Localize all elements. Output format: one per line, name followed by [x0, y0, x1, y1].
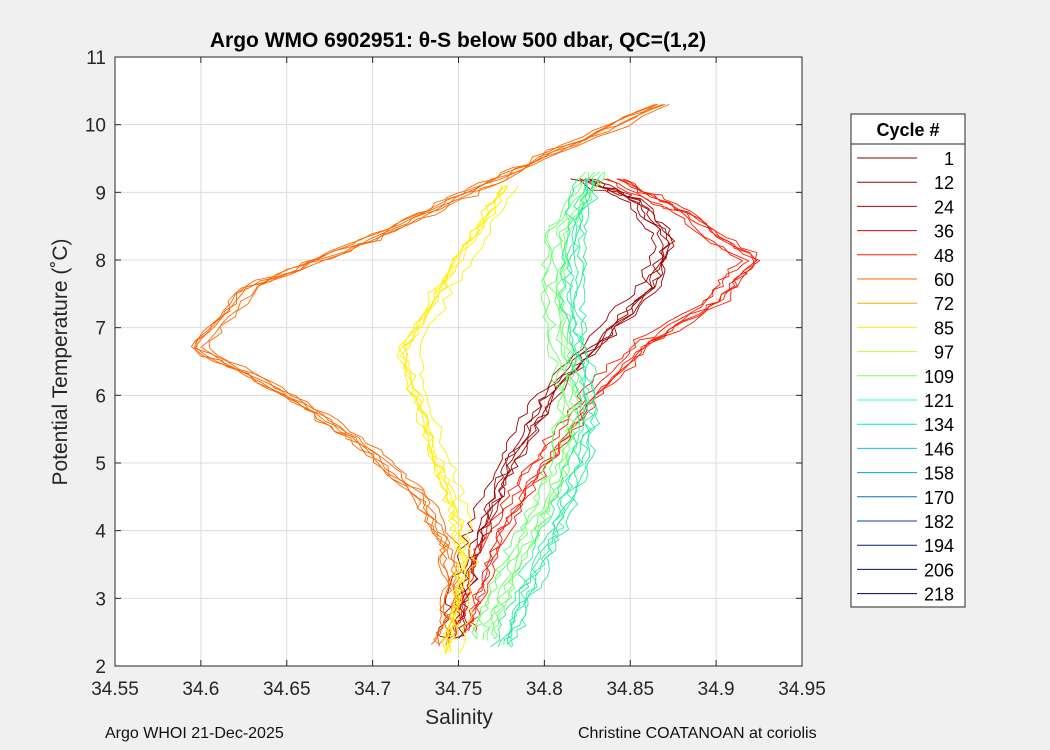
legend-label: 170 — [924, 488, 954, 508]
y-tick-label: 10 — [85, 116, 106, 137]
legend-entry: 182 — [857, 512, 954, 532]
series-layer — [190, 103, 761, 655]
legend-label: 60 — [934, 270, 954, 290]
legend-entry: 60 — [857, 270, 954, 290]
legend-label: 36 — [934, 222, 954, 242]
y-tick-label: 9 — [95, 183, 106, 204]
legend-label: 97 — [934, 343, 954, 363]
legend-entry: 72 — [857, 294, 954, 314]
y-axis-label: Potential Temperature (˚C) — [49, 238, 72, 485]
legend-label: 109 — [924, 367, 954, 387]
series-line — [503, 178, 591, 646]
series-line — [497, 178, 588, 647]
y-tick-label: 5 — [95, 454, 106, 475]
legend-entry: 109 — [857, 367, 954, 387]
legend-entry: 85 — [857, 318, 954, 338]
legend-box — [850, 113, 966, 608]
y-tick-label: 2 — [95, 657, 106, 678]
legend-entry: 36 — [857, 222, 954, 242]
legend-entry: 134 — [857, 415, 954, 435]
x-tick-label: 34.75 — [435, 679, 483, 700]
legend-label: 134 — [924, 415, 954, 435]
legend-entries: 1 12 24 36 48 60 72 85 97 109 121 134 146 158 170 182 19… — [857, 149, 954, 605]
series-line — [493, 171, 605, 640]
series-line — [471, 171, 590, 639]
series-line — [506, 178, 597, 648]
series-line — [454, 178, 671, 638]
legend-label: 146 — [924, 439, 954, 459]
legend-label: 182 — [924, 512, 954, 532]
series-line — [490, 178, 583, 648]
legend-label: 1 — [944, 149, 954, 169]
y-tick-label: 7 — [95, 319, 106, 340]
footer-left: Argo WHOI 21-Dec-2025 — [105, 725, 284, 742]
x-axis-label: Salinity — [425, 706, 493, 729]
legend-label: 85 — [934, 318, 954, 338]
legend-entry: 218 — [857, 585, 954, 605]
series-line — [397, 185, 503, 655]
x-tick-label: 34.95 — [778, 679, 826, 700]
legend-entry: 206 — [857, 560, 954, 580]
chart-title: Argo WMO 6902951: θ-S below 500 dbar, QC… — [210, 29, 706, 52]
series-line — [402, 185, 506, 653]
x-tick-label: 34.9 — [698, 679, 735, 700]
series-line — [208, 103, 670, 647]
series-line — [193, 104, 657, 646]
series-2 — [452, 178, 761, 634]
legend-entry: 158 — [857, 464, 954, 484]
axes: 34.55 34.6 34.65 34.7 34.75 34.8 34.85 34.9 34.9… — [85, 48, 826, 700]
series-6 — [490, 178, 601, 648]
x-tick-label: 34.55 — [91, 679, 139, 700]
legend-entry: 170 — [857, 488, 954, 508]
series-3 — [190, 103, 670, 647]
legend-label: 218 — [924, 585, 954, 605]
legend-label: 72 — [934, 294, 954, 314]
legend-label: 194 — [924, 536, 954, 556]
y-tick-label: 11 — [86, 48, 106, 69]
x-tick-label: 34.7 — [354, 679, 391, 700]
y-tick-label: 3 — [95, 589, 106, 610]
series-line — [468, 178, 761, 632]
x-tick-label: 34.65 — [263, 679, 311, 700]
legend-label: 206 — [924, 560, 954, 580]
x-tick-label: 34.8 — [526, 679, 563, 700]
legend-entry: 48 — [857, 246, 954, 266]
x-tick-label: 34.6 — [182, 679, 219, 700]
series-1 — [437, 178, 676, 641]
legend-title: Cycle # — [876, 120, 939, 140]
y-tick-label: 8 — [95, 251, 106, 272]
footer-right: Christine COATANOAN at coriolis — [578, 725, 817, 742]
series-5 — [471, 171, 605, 641]
series-line — [194, 103, 663, 645]
legend-label: 24 — [934, 197, 954, 217]
legend-label: 48 — [934, 246, 954, 266]
legend-entry: 146 — [857, 439, 954, 459]
series-line — [469, 178, 758, 632]
series-line — [399, 185, 508, 653]
series-line — [419, 185, 519, 654]
series-line — [448, 178, 670, 640]
series-4 — [396, 185, 519, 655]
legend-label: 121 — [924, 391, 954, 411]
legend-entry: 194 — [857, 536, 954, 556]
series-line — [454, 178, 750, 632]
legend-entry: 24 — [857, 197, 954, 217]
series-line — [463, 178, 758, 633]
legend-entry: 121 — [857, 391, 954, 411]
y-tick-label: 4 — [95, 522, 106, 543]
legend-label: 158 — [924, 464, 954, 484]
series-line — [472, 171, 587, 640]
legend-entry: 1 — [857, 149, 954, 169]
series-line — [458, 178, 675, 639]
legend-label: 12 — [934, 173, 954, 193]
series-line — [482, 171, 595, 641]
legend-entry: 12 — [857, 173, 954, 193]
x-tick-label: 34.85 — [606, 679, 654, 700]
series-line — [486, 171, 600, 641]
y-tick-label: 6 — [95, 386, 106, 407]
legend-entry: 97 — [857, 343, 954, 363]
series-line — [200, 103, 666, 646]
legend: Cycle # 1 12 24 36 48 60 72 85 97 109 121 134 146 158… — [850, 113, 966, 608]
